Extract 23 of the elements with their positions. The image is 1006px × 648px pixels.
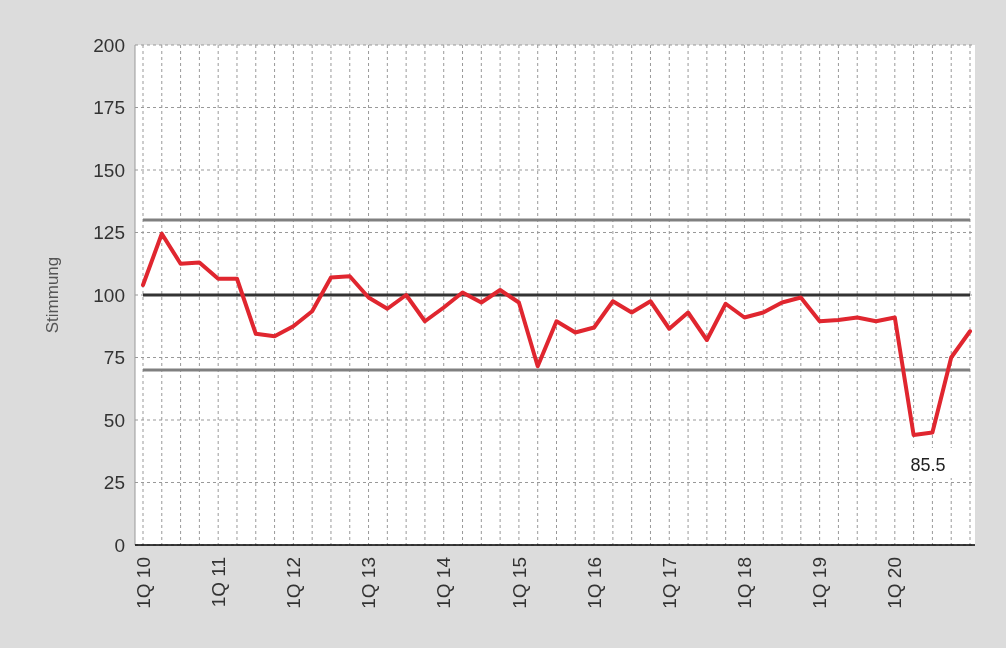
y-tick-label: 200 <box>93 34 125 56</box>
x-tick-label: 1Q 19 <box>809 557 831 609</box>
x-tick-label: 1Q 16 <box>583 557 605 609</box>
line-series <box>141 231 972 437</box>
y-tick-label: 100 <box>93 284 125 306</box>
x-tick-label: 1Q 13 <box>358 557 380 609</box>
x-tick-label: 1Q 10 <box>132 557 154 609</box>
x-tick-label: 1Q 17 <box>658 557 680 609</box>
y-tick-label: 50 <box>103 409 125 431</box>
x-tick-label: 1Q 14 <box>433 556 455 609</box>
y-tick-label: 0 <box>114 534 125 556</box>
y-tick-label: 25 <box>103 472 125 494</box>
x-tick-label: 1Q 20 <box>884 557 906 609</box>
x-tick-label: 1Q 18 <box>734 557 756 609</box>
y-tick-label: 150 <box>93 159 125 181</box>
annotation: 85.5 <box>910 455 946 476</box>
y-axis-title: Stimmung <box>43 256 62 334</box>
y-tick-label: 75 <box>103 347 125 369</box>
y-tick-label: 175 <box>93 97 125 119</box>
x-tick-label: 1Q 12 <box>283 557 305 609</box>
x-tick-label: 1Q 15 <box>508 557 530 609</box>
x-tick-label: 1Q 11 <box>207 557 229 608</box>
y-tick-label: 125 <box>93 222 125 244</box>
